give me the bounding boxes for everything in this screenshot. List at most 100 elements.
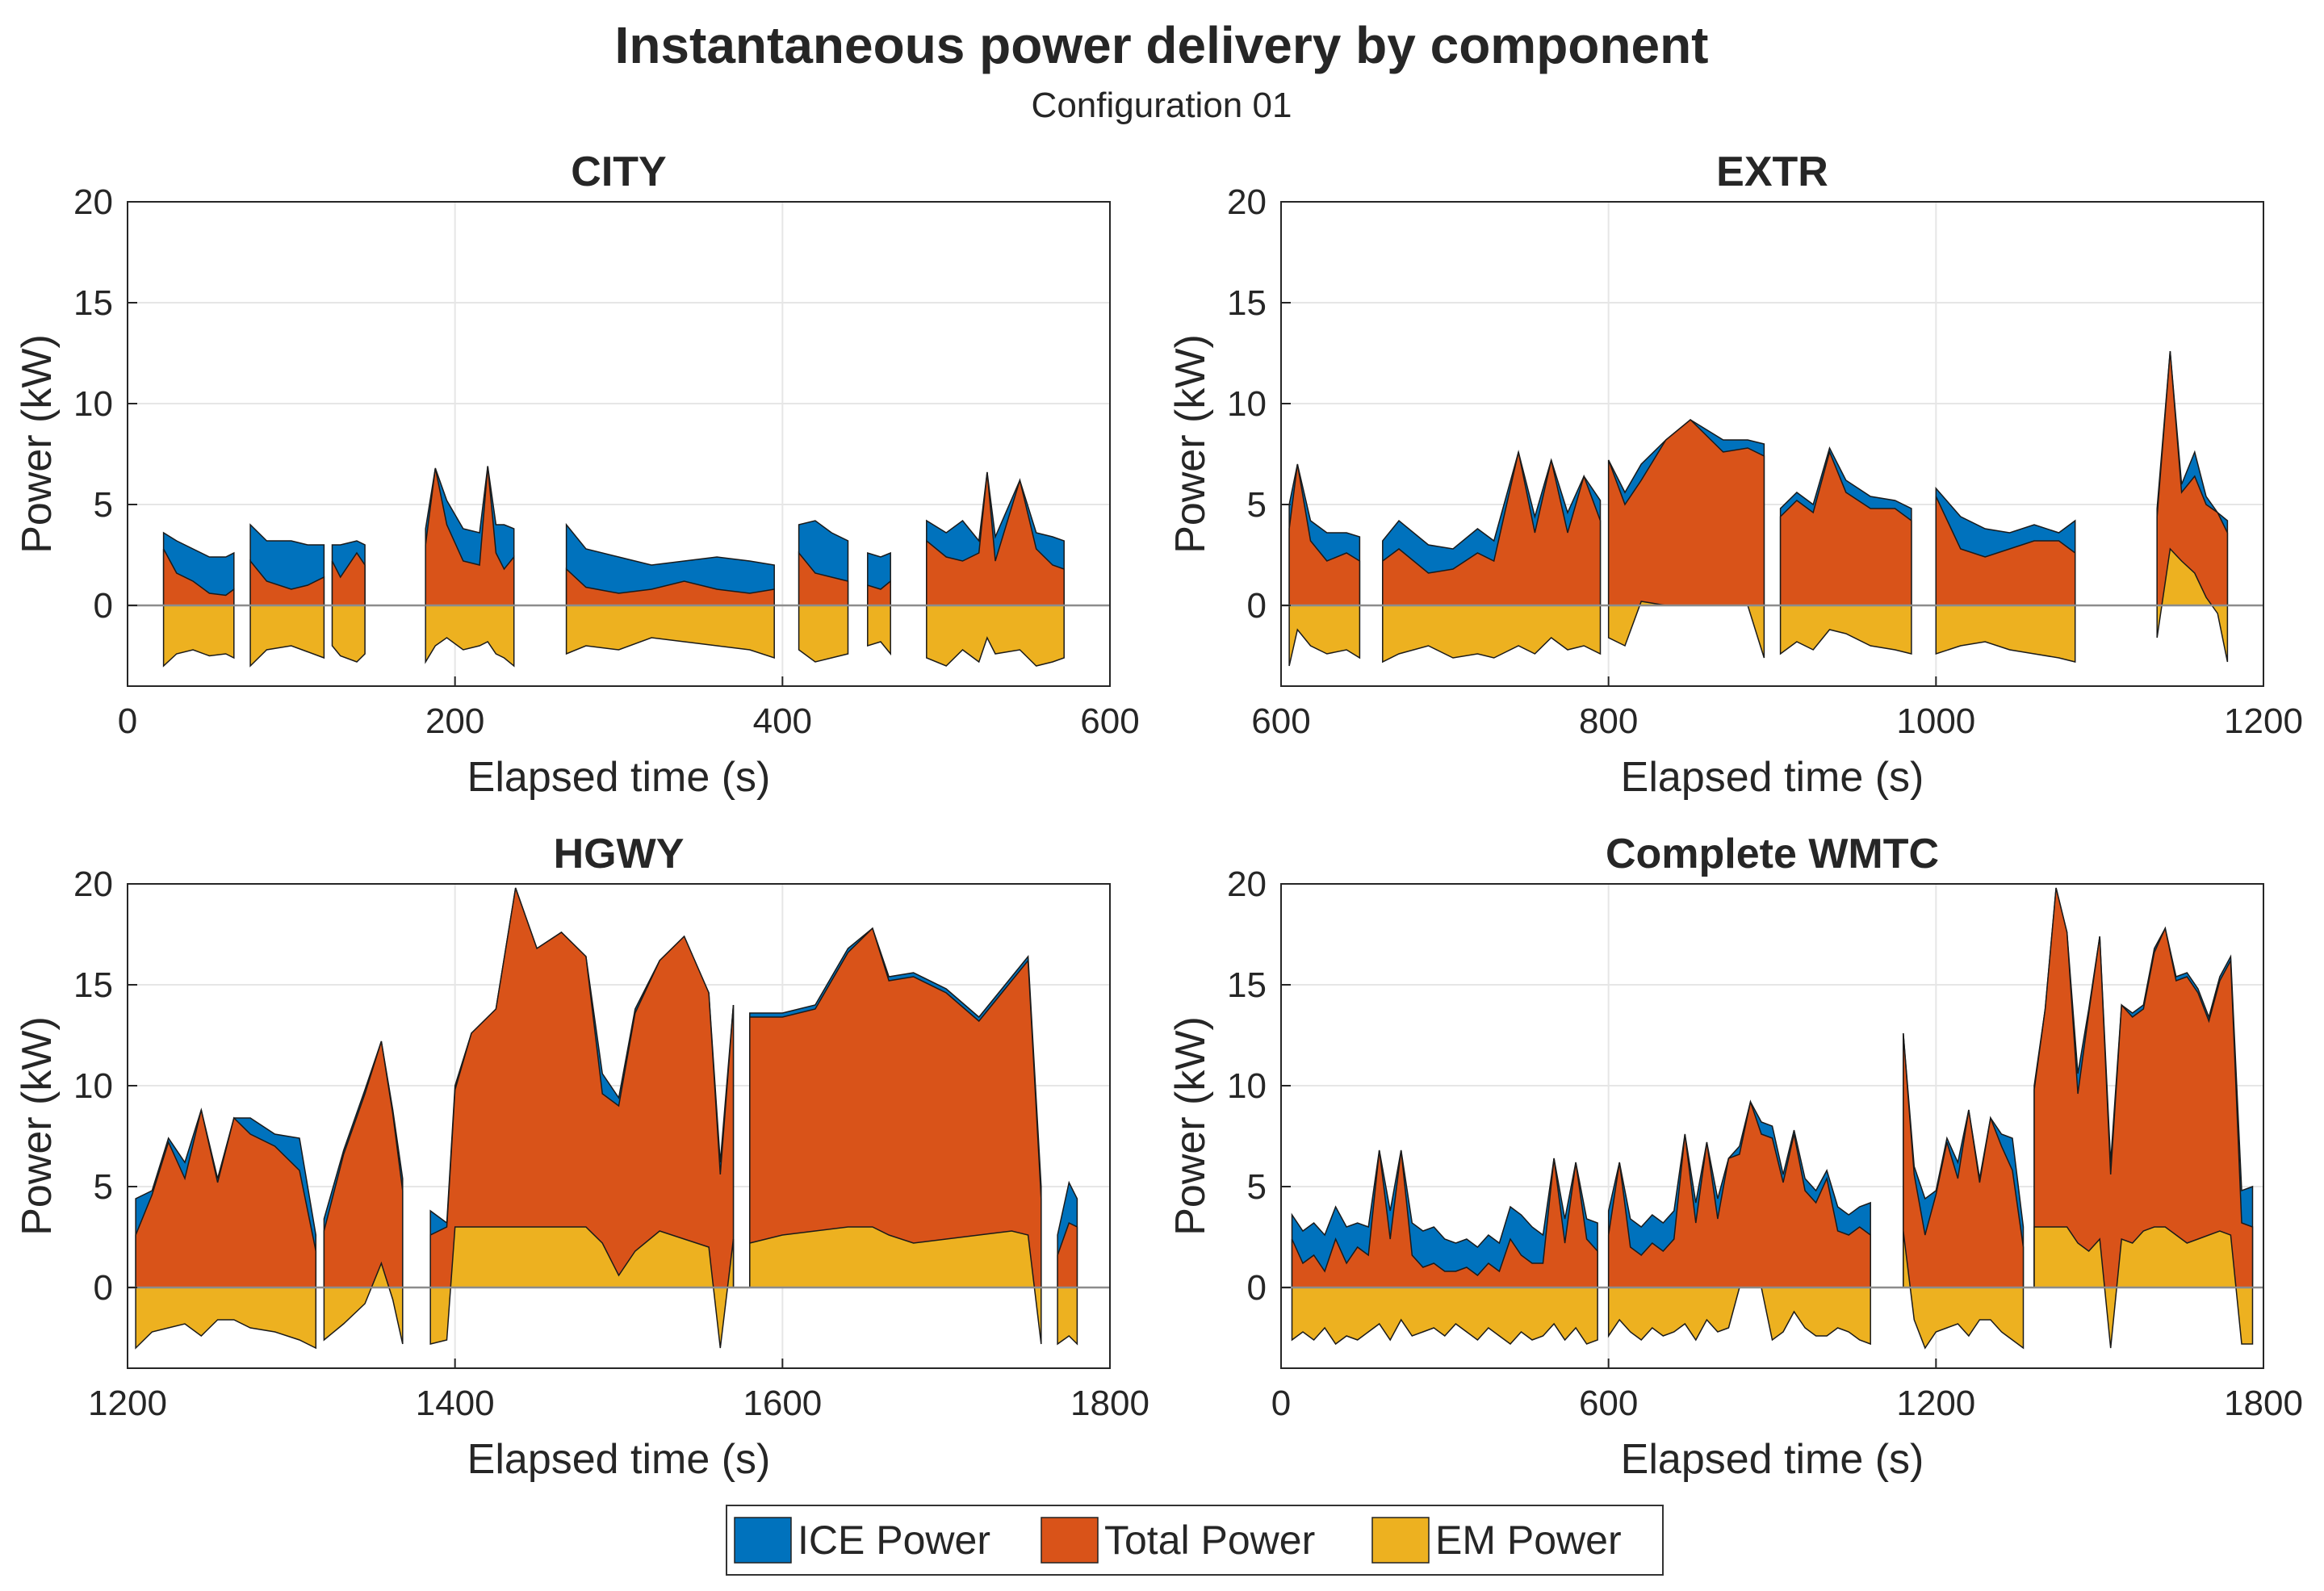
legend-label-em: EM Power bbox=[1435, 1518, 1622, 1563]
x-axis-label: Elapsed time (s) bbox=[1621, 754, 1924, 801]
y-tick-label: 20 bbox=[73, 182, 113, 222]
total-power-area bbox=[162, 548, 235, 606]
em-power-area bbox=[135, 1287, 317, 1350]
total-power-area bbox=[1291, 1149, 1598, 1288]
x-tick-label: 0 bbox=[1271, 1384, 1291, 1423]
em-power-area bbox=[162, 605, 235, 668]
x-tick-label: 0 bbox=[118, 701, 137, 741]
y-tick-label: 0 bbox=[1247, 1268, 1267, 1308]
x-tick-label: 1000 bbox=[1896, 701, 1975, 741]
y-tick-label: 5 bbox=[94, 485, 113, 525]
subplot-title: HGWY bbox=[554, 831, 685, 877]
em-power-area bbox=[749, 1226, 1042, 1345]
x-tick-label: 600 bbox=[1579, 1384, 1638, 1423]
x-tick-label: 1200 bbox=[88, 1384, 167, 1423]
total-power-area bbox=[135, 1109, 317, 1288]
total-power-area bbox=[1607, 1099, 1871, 1288]
total-power-area bbox=[1607, 418, 1765, 606]
y-tick-label: 20 bbox=[73, 865, 113, 904]
legend-swatch-total bbox=[1041, 1517, 1099, 1564]
subplot-title: EXTR bbox=[1716, 149, 1828, 195]
y-tick-label: 10 bbox=[73, 384, 113, 424]
subplot-city: 0 200 400 600 0 5 10 15 20 CITY Elapsed time (s) Po… bbox=[14, 149, 1140, 801]
y-tick-label: 10 bbox=[73, 1066, 113, 1106]
figure-title: Instantaneous power delivery by componen… bbox=[615, 16, 1709, 74]
x-tick-label: 800 bbox=[1579, 701, 1638, 741]
legend: ICE Power Total Power EM Power bbox=[726, 1505, 1664, 1576]
x-tick-label: 1400 bbox=[416, 1384, 495, 1423]
x-tick-label: 200 bbox=[425, 701, 484, 741]
em-power-area bbox=[1288, 605, 1361, 667]
x-tick-label: 1200 bbox=[1896, 1384, 1975, 1423]
y-tick-label: 5 bbox=[94, 1167, 113, 1207]
total-power-area bbox=[1935, 496, 2076, 606]
y-tick-label: 15 bbox=[73, 283, 113, 323]
figure-subtitle: Configuration 01 bbox=[1032, 86, 1292, 125]
x-axis-label: Elapsed time (s) bbox=[1621, 1436, 1924, 1483]
axes-box bbox=[1280, 201, 2264, 687]
total-power-area bbox=[425, 466, 515, 606]
total-power-area bbox=[1288, 463, 1361, 606]
x-tick-label: 1600 bbox=[743, 1384, 822, 1423]
y-tick-label: 20 bbox=[1227, 865, 1267, 904]
y-tick-label: 5 bbox=[1247, 485, 1267, 525]
y-tick-label: 15 bbox=[1227, 965, 1267, 1005]
y-tick-label: 0 bbox=[1247, 586, 1267, 626]
em-power-area bbox=[1057, 1287, 1078, 1346]
subplot-title: CITY bbox=[571, 149, 666, 195]
x-tick-label: 400 bbox=[753, 701, 812, 741]
em-power-area bbox=[565, 605, 775, 659]
y-tick-label: 0 bbox=[94, 1268, 113, 1308]
x-tick-label: 600 bbox=[1080, 701, 1139, 741]
total-power-area bbox=[2033, 887, 2254, 1288]
axes-box bbox=[127, 883, 1111, 1369]
em-power-area bbox=[1935, 605, 2076, 663]
y-axis-label: Power (kW) bbox=[1167, 334, 1214, 554]
em-power-area bbox=[1779, 605, 1912, 655]
y-tick-label: 0 bbox=[94, 586, 113, 626]
total-power-area bbox=[429, 887, 735, 1288]
legend-swatch-ice bbox=[734, 1517, 792, 1564]
x-tick-label: 600 bbox=[1251, 701, 1310, 741]
total-power-area bbox=[323, 1040, 404, 1288]
x-tick-label: 1200 bbox=[2224, 701, 2303, 741]
y-tick-label: 20 bbox=[1227, 182, 1267, 222]
axes-box bbox=[127, 201, 1111, 687]
total-power-area bbox=[1382, 451, 1602, 606]
em-power-area bbox=[1291, 1287, 1598, 1346]
total-power-area bbox=[1903, 1032, 2025, 1288]
subplot-hgwy: 1200 1400 1600 1800 0 5 10 15 20 HGWY Elapsed time… bbox=[14, 831, 1149, 1483]
subplot-complete-wmtc: 0 600 1200 1800 0 5 10 15 20 Complete WMTC Elapsed… bbox=[1167, 831, 2303, 1483]
legend-swatch-em bbox=[1371, 1517, 1430, 1564]
y-tick-label: 15 bbox=[1227, 283, 1267, 323]
legend-label-ice: ICE Power bbox=[798, 1518, 990, 1563]
total-power-area bbox=[2156, 350, 2229, 606]
y-axis-label: Power (kW) bbox=[14, 1016, 61, 1236]
em-power-area bbox=[798, 605, 849, 663]
total-power-area bbox=[1779, 450, 1912, 606]
y-tick-label: 15 bbox=[73, 965, 113, 1005]
em-power-area bbox=[249, 605, 325, 668]
y-tick-label: 10 bbox=[1227, 1066, 1267, 1106]
subplot-title: Complete WMTC bbox=[1606, 831, 1939, 877]
total-power-area bbox=[749, 927, 1042, 1288]
legend-label-total: Total Power bbox=[1104, 1518, 1315, 1563]
x-axis-label: Elapsed time (s) bbox=[467, 754, 771, 801]
legend-box bbox=[726, 1505, 1664, 1576]
em-power-area bbox=[323, 1261, 404, 1345]
x-tick-label: 1800 bbox=[1070, 1384, 1149, 1423]
total-power-area bbox=[249, 559, 325, 606]
subplot-extr: 600 800 1000 1200 0 5 10 15 20 EXTR Elapsed time (… bbox=[1167, 149, 2303, 801]
y-axis-label: Power (kW) bbox=[14, 334, 61, 554]
total-power-area bbox=[565, 567, 775, 606]
total-power-area bbox=[926, 471, 1065, 606]
y-axis-label: Power (kW) bbox=[1167, 1016, 1214, 1236]
y-tick-label: 5 bbox=[1247, 1167, 1267, 1207]
em-power-area bbox=[926, 605, 1065, 667]
x-tick-label: 1800 bbox=[2224, 1384, 2303, 1423]
em-power-area bbox=[1903, 1230, 2025, 1350]
ice-power-area bbox=[565, 522, 775, 606]
axes-box bbox=[1280, 883, 2264, 1369]
